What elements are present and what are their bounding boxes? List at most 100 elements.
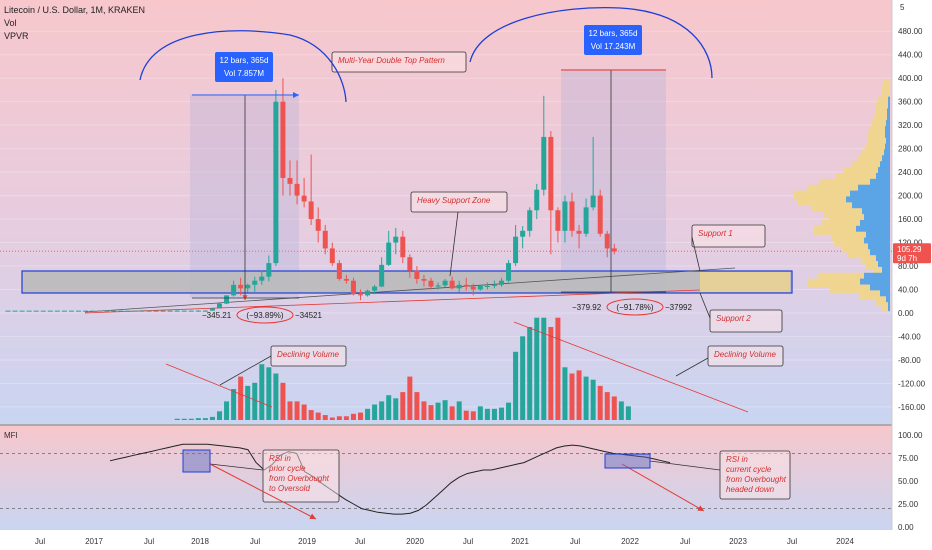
declining-volume-2-label-text: Declining Volume bbox=[714, 350, 777, 359]
volume-bar bbox=[555, 317, 561, 420]
volume-bar bbox=[393, 398, 399, 420]
volume-profile-down bbox=[798, 196, 846, 206]
candle-body bbox=[209, 308, 215, 311]
volume-bar bbox=[618, 401, 624, 420]
volume-bar bbox=[562, 367, 568, 420]
volume-profile-up bbox=[888, 102, 890, 112]
volume-profile-up bbox=[884, 149, 890, 159]
declining-volume-1-pointer bbox=[219, 355, 272, 386]
volume-profile-down bbox=[869, 126, 885, 136]
volume-profile-up bbox=[888, 96, 890, 106]
chart-header: Litecoin / U.S. Dollar, 1M, KRAKEN Vol V… bbox=[4, 4, 145, 43]
volume-bar bbox=[181, 418, 187, 420]
price-tick-label: 200.00 bbox=[898, 192, 923, 201]
support-zone-extension bbox=[700, 272, 790, 292]
candle-body bbox=[379, 264, 385, 287]
candle-body bbox=[188, 310, 194, 312]
time-tick-label: Jul bbox=[35, 537, 45, 546]
candle-body bbox=[477, 285, 483, 290]
candle-body bbox=[372, 286, 378, 291]
candle-body bbox=[470, 286, 476, 290]
candle-body bbox=[146, 310, 152, 312]
volume-bar bbox=[287, 401, 293, 420]
time-tick-label: Jul bbox=[570, 537, 580, 546]
candle-body bbox=[76, 310, 81, 312]
volume-profile-up bbox=[882, 155, 890, 165]
volume-bar bbox=[266, 367, 272, 420]
declining-volume-2-pointer bbox=[675, 357, 709, 377]
volume-profile-up bbox=[885, 143, 890, 153]
heavy-support-zone bbox=[21, 270, 793, 294]
volume-profile-up bbox=[882, 266, 890, 276]
volume-bar bbox=[231, 389, 237, 420]
vpvr-indicator-label[interactable]: VPVR bbox=[4, 31, 29, 41]
volume-profile-down bbox=[878, 96, 888, 106]
support1-pointer bbox=[691, 236, 701, 272]
measure-1-change-pct: (−93.89%) bbox=[246, 311, 283, 320]
volume-profile-up bbox=[878, 261, 890, 271]
rsi-prior-label-line: RSI in bbox=[269, 454, 291, 463]
price-tick-label: 80.00 bbox=[898, 262, 919, 271]
volume-bar bbox=[449, 406, 455, 420]
double-top-arc-1 bbox=[139, 30, 347, 103]
mfi-series-line bbox=[109, 443, 671, 515]
volume-profile-up bbox=[870, 284, 890, 294]
mfi-tick-label: 75.00 bbox=[898, 454, 919, 463]
candle-body bbox=[47, 310, 53, 312]
candle-body bbox=[541, 136, 547, 190]
measure-2-badge bbox=[584, 25, 642, 55]
mfi-line bbox=[109, 443, 671, 515]
volume-profile-down bbox=[884, 79, 890, 89]
rsi-current-pointer bbox=[649, 460, 721, 471]
candles bbox=[5, 78, 617, 312]
time-axis-background bbox=[0, 530, 932, 550]
mfi-label: MFI bbox=[4, 431, 18, 440]
candle-body bbox=[534, 189, 540, 211]
time-tick-label: Jul bbox=[355, 537, 365, 546]
volume-profile-down bbox=[876, 102, 888, 112]
volume-profile-up bbox=[878, 167, 890, 177]
candle-body bbox=[308, 201, 314, 220]
candle-body bbox=[202, 310, 208, 312]
multi-year-label-box bbox=[331, 51, 467, 73]
volume-bar bbox=[322, 415, 328, 420]
volume-bar bbox=[336, 416, 342, 420]
volume-bar bbox=[435, 402, 441, 420]
candle-body bbox=[252, 280, 258, 285]
volume-profile-down bbox=[874, 266, 882, 276]
volume-bar bbox=[329, 417, 335, 420]
time-tick-label: Jul bbox=[463, 537, 473, 546]
mfi-tick-label: 100.00 bbox=[898, 431, 923, 440]
mfi-tick-label: 25.00 bbox=[898, 500, 919, 509]
vol-indicator-label[interactable]: Vol bbox=[4, 18, 17, 28]
time-tick-label: 2020 bbox=[406, 537, 424, 546]
volume-trend-line-1 bbox=[165, 363, 273, 408]
volume-profile-down bbox=[866, 261, 878, 271]
volume-profile-down bbox=[830, 284, 870, 294]
volume-bar bbox=[280, 382, 286, 420]
candle-body bbox=[329, 248, 335, 264]
heavy-support-pointer bbox=[449, 211, 459, 277]
measure-1-change-left: −345.21 bbox=[202, 311, 232, 320]
candle-body bbox=[273, 101, 279, 264]
volume-profile-up bbox=[886, 120, 890, 130]
price-tick-label: -40.00 bbox=[898, 332, 921, 341]
candle-body bbox=[280, 101, 286, 178]
candle-body bbox=[435, 285, 441, 287]
volume-profile-up bbox=[880, 290, 890, 300]
price-tick-label: 0.00 bbox=[898, 309, 914, 318]
candle-body bbox=[33, 310, 39, 312]
volume-profile-down bbox=[834, 237, 864, 247]
rsi-current-label-line: from Overbought bbox=[726, 475, 787, 484]
candle-body bbox=[153, 310, 159, 312]
volume-profile-down bbox=[818, 272, 864, 282]
symbol-title[interactable]: Litecoin / U.S. Dollar, 1M, KRAKEN bbox=[4, 5, 146, 15]
volume-bar bbox=[583, 376, 589, 420]
volume-bar bbox=[442, 400, 448, 420]
volume-bars bbox=[174, 317, 631, 420]
volume-bar bbox=[350, 413, 356, 420]
volume-bar bbox=[259, 364, 265, 420]
mfi-tick-label: 0.00 bbox=[898, 523, 914, 532]
price-tick-label: -120.00 bbox=[898, 379, 926, 388]
